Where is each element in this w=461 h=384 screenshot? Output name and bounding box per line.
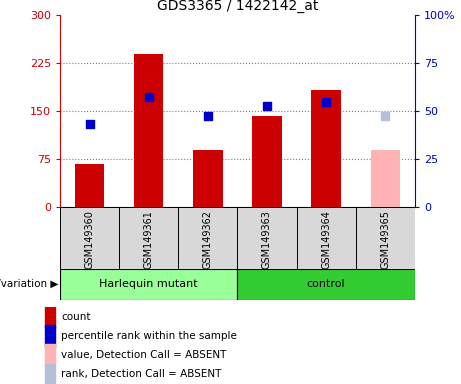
Bar — [60, 207, 119, 269]
Text: GSM149364: GSM149364 — [321, 210, 331, 269]
Text: Harlequin mutant: Harlequin mutant — [100, 279, 198, 289]
Bar — [252, 116, 282, 207]
Point — [86, 121, 93, 127]
Point — [322, 99, 330, 105]
Text: GSM149360: GSM149360 — [84, 210, 95, 269]
Bar — [45, 364, 54, 384]
Point — [263, 103, 271, 109]
Text: percentile rank within the sample: percentile rank within the sample — [61, 331, 237, 341]
Text: genotype/variation ▶: genotype/variation ▶ — [0, 279, 59, 289]
Bar — [119, 207, 178, 269]
Text: count: count — [61, 312, 91, 322]
Bar — [237, 269, 415, 300]
Text: GSM149365: GSM149365 — [380, 210, 390, 270]
Text: GSM149361: GSM149361 — [144, 210, 154, 269]
Point — [145, 94, 152, 100]
Text: value, Detection Call = ABSENT: value, Detection Call = ABSENT — [61, 350, 226, 360]
Bar — [178, 207, 237, 269]
Bar — [75, 164, 104, 207]
Bar — [371, 150, 400, 207]
Text: GSM149362: GSM149362 — [203, 210, 213, 270]
Bar — [45, 306, 54, 328]
Bar — [356, 207, 415, 269]
Bar — [193, 150, 223, 207]
Text: rank, Detection Call = ABSENT: rank, Detection Call = ABSENT — [61, 369, 222, 379]
Bar — [134, 54, 164, 207]
Title: GDS3365 / 1422142_at: GDS3365 / 1422142_at — [157, 0, 318, 13]
Bar — [237, 207, 296, 269]
Bar — [45, 325, 54, 347]
Text: control: control — [307, 279, 345, 289]
Bar — [60, 269, 237, 300]
Bar — [296, 207, 356, 269]
Bar — [45, 344, 54, 366]
Text: GSM149363: GSM149363 — [262, 210, 272, 269]
Bar — [311, 90, 341, 207]
Point — [382, 113, 389, 119]
Point — [204, 113, 212, 119]
